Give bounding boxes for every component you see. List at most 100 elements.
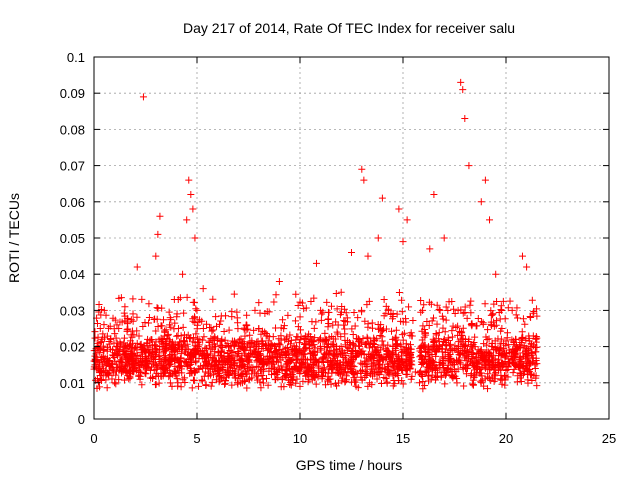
scatter-point-dense: [262, 332, 270, 340]
scatter-point-dense: [509, 354, 517, 362]
scatter-point-dense: [183, 363, 191, 371]
scatter-point-dense: [369, 360, 377, 368]
scatter-point-dense: [473, 358, 481, 366]
scatter-point-dense: [399, 318, 407, 326]
scatter-point-dense: [217, 348, 225, 356]
scatter-point-dense: [378, 354, 386, 362]
scatter-point: [275, 277, 283, 285]
scatter-point-dense: [231, 342, 239, 350]
scatter-point-dense: [464, 360, 472, 368]
scatter-point-dense: [486, 366, 494, 374]
scatter-point-dense: [204, 372, 212, 380]
scatter-point-dense: [216, 320, 224, 328]
scatter-point-dense: [489, 310, 497, 318]
scatter-point-dense: [318, 310, 326, 318]
scatter-point-dense: [344, 337, 352, 345]
scatter-point-dense: [467, 341, 475, 349]
scatter-point-dense: [429, 366, 437, 374]
scatter-point-dense: [380, 364, 388, 372]
scatter-point-dense: [286, 358, 294, 366]
scatter-point-dense: [486, 349, 494, 357]
scatter-point-dense: [470, 373, 478, 381]
scatter-point-dense: [292, 379, 300, 387]
scatter-point-dense: [477, 377, 485, 385]
scatter-point-dense: [287, 381, 295, 389]
scatter-point-dense: [383, 368, 391, 376]
scatter-point-dense: [308, 336, 316, 344]
scatter-point-dense: [329, 366, 337, 374]
scatter-point: [224, 368, 232, 376]
scatter-point-dense: [452, 368, 460, 376]
scatter-point-dense: [389, 315, 397, 323]
scatter-point-dense: [139, 362, 147, 370]
scatter-point: [292, 364, 300, 372]
scatter-point-dense: [473, 322, 481, 330]
scatter-point-dense: [523, 349, 531, 357]
scatter-point-dense: [248, 349, 256, 357]
scatter-point-dense: [490, 363, 498, 371]
scatter-point: [477, 198, 485, 206]
scatter-point-dense: [181, 337, 189, 345]
scatter-point-dense: [103, 368, 111, 376]
scatter-point-dense: [265, 333, 273, 341]
scatter-point-dense: [519, 315, 527, 323]
scatter-point-dense: [451, 345, 459, 353]
scatter-point-dense: [407, 375, 415, 383]
scatter-point-dense: [380, 356, 388, 364]
scatter-point-dense: [261, 309, 269, 317]
scatter-point-dense: [501, 357, 509, 365]
axis-ticks: 0 0.01 0.02 0.03 0.04 0.05 0.06 0.07 0.08 0.09 0.1…: [60, 50, 617, 446]
scatter-point-dense: [425, 358, 433, 366]
data-points: [90, 78, 541, 393]
scatter-point: [282, 372, 290, 380]
scatter-point-dense: [175, 338, 183, 346]
scatter-point-dense: [164, 331, 172, 339]
scatter-point-dense: [354, 335, 362, 343]
scatter-point-dense: [91, 334, 99, 342]
scatter-point-dense: [221, 380, 229, 388]
scatter-point-dense: [489, 351, 497, 359]
scatter-point-dense: [334, 369, 342, 377]
scatter-point-dense: [469, 381, 477, 389]
scatter-point-dense: [389, 342, 397, 350]
scatter-point: [440, 234, 448, 242]
scatter-point-dense: [201, 344, 209, 352]
scatter-point: [207, 361, 215, 369]
scatter-point-dense: [198, 377, 206, 385]
scatter-point-dense: [203, 320, 211, 328]
scatter-point-dense: [395, 288, 403, 296]
scatter-point-dense: [503, 334, 511, 342]
scatter-point-dense: [409, 316, 417, 324]
scatter-point: [312, 259, 320, 267]
scatter-point-dense: [254, 337, 262, 345]
scatter-point-dense: [116, 346, 124, 354]
scatter-point-dense: [267, 341, 275, 349]
scatter-point-dense: [297, 364, 305, 372]
scatter-point-dense: [391, 380, 399, 388]
scatter-point: [348, 248, 355, 256]
scatter-point-dense: [301, 339, 309, 347]
scatter-point-dense: [377, 380, 385, 388]
scatter-point-dense: [140, 342, 148, 350]
scatter-point-dense: [482, 364, 490, 372]
scatter-point-dense: [227, 347, 235, 355]
scatter-point-dense: [303, 368, 311, 376]
scatter-point-dense: [194, 335, 202, 343]
scatter-point-dense: [472, 363, 480, 371]
scatter-point-dense: [532, 348, 540, 356]
scatter-point-dense: [456, 351, 464, 359]
scatter-point-dense: [151, 315, 159, 323]
scatter-point-dense: [435, 338, 443, 346]
scatter-point-dense: [338, 377, 346, 385]
scatter-point-dense: [166, 336, 174, 344]
scatter-point-dense: [348, 347, 356, 355]
scatter-point-dense: [175, 362, 183, 370]
scatter-point-dense: [349, 331, 357, 339]
scatter-point-dense: [253, 338, 261, 346]
scatter-point-dense: [417, 367, 425, 375]
scatter-point-dense: [441, 328, 449, 336]
scatter-point-dense: [333, 305, 341, 313]
scatter-point-dense: [330, 342, 338, 350]
scatter-point-dense: [209, 371, 217, 379]
scatter-point-dense: [345, 362, 353, 370]
